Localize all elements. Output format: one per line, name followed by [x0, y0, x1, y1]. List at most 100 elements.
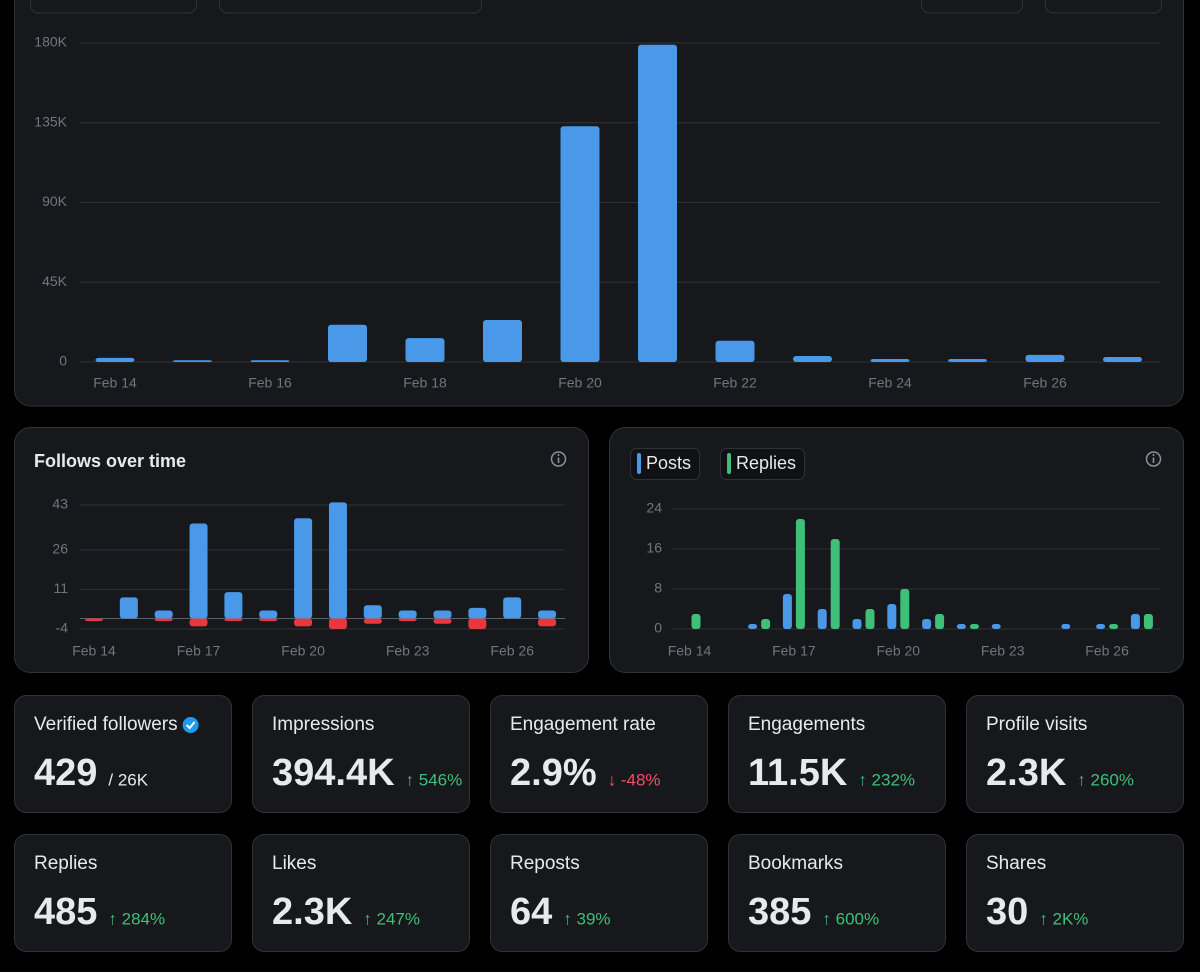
- card-title: Replies: [34, 853, 97, 874]
- bar: [887, 604, 897, 629]
- bar: [782, 594, 792, 629]
- bar: [173, 360, 212, 362]
- card-bg: [728, 834, 946, 952]
- bar: [294, 518, 313, 619]
- card-value: 30: [986, 891, 1028, 933]
- bar: [259, 610, 278, 619]
- bar: [830, 539, 840, 629]
- card-change: ↑ 247%: [363, 909, 420, 928]
- card-title: Verified followers: [34, 714, 178, 735]
- y-tick-label: 43: [52, 496, 68, 512]
- info-icon[interactable]: [550, 451, 567, 467]
- x-tick-label: Feb 14: [668, 643, 712, 659]
- bar: [154, 610, 173, 619]
- bar: [483, 319, 522, 362]
- x-tick-label: Feb 17: [772, 643, 816, 659]
- bar: [250, 360, 290, 362]
- y-tick-label: 90K: [42, 193, 68, 209]
- y-tick-label: 135K: [34, 113, 67, 129]
- header-button[interactable]: [30, 0, 197, 14]
- bar: [956, 624, 966, 629]
- bar: [398, 610, 417, 619]
- card-title: Engagement rate: [510, 714, 656, 735]
- bar: [433, 610, 452, 619]
- x-tick-label: Feb 24: [868, 375, 912, 391]
- x-tick-label: Feb 17: [177, 643, 221, 659]
- x-tick-label: Feb 26: [1023, 375, 1067, 391]
- header-button[interactable]: [219, 0, 482, 14]
- bar: [1103, 357, 1142, 362]
- card-change: ↑ 2K%: [1039, 909, 1088, 928]
- card-change: ↑ 546%: [406, 770, 463, 789]
- bar: [761, 619, 771, 629]
- card-title: Profile visits: [986, 714, 1087, 735]
- bar: [328, 324, 367, 362]
- card-change: ↑ 232%: [858, 770, 915, 789]
- card-title: Impressions: [272, 714, 374, 735]
- x-tick-label: Feb 16: [248, 375, 292, 391]
- bar: [948, 358, 987, 362]
- stat-card: Verified followers 429 / 26K: [14, 695, 232, 813]
- card-bg: [14, 695, 232, 813]
- x-tick-label: Feb 20: [877, 643, 921, 659]
- panel-title: Follows over time: [34, 451, 186, 471]
- bar: [865, 609, 875, 629]
- card-bg: [252, 695, 470, 813]
- x-tick-label: Feb 20: [281, 643, 325, 659]
- bar: [969, 624, 979, 629]
- bar: [1061, 624, 1071, 629]
- stat-card: Shares 30 ↑ 2K%: [966, 834, 1184, 952]
- card-value: 394.4K: [272, 752, 395, 794]
- card-change: ↑ 39%: [563, 909, 610, 928]
- x-tick-label: Feb 22: [713, 375, 757, 391]
- bar: [85, 618, 103, 622]
- bar: [715, 340, 755, 362]
- card-change: ↑ 600%: [822, 909, 879, 928]
- bar: [991, 624, 1001, 629]
- legend-swatch: [727, 453, 732, 474]
- bar: [259, 618, 278, 622]
- bar: [1109, 624, 1119, 629]
- x-tick-label: Feb 26: [1085, 643, 1129, 659]
- header-button[interactable]: [921, 0, 1023, 14]
- bar: [1096, 624, 1106, 629]
- x-tick-label: Feb 23: [981, 643, 1025, 659]
- y-tick-label: 0: [59, 353, 67, 369]
- legend-item[interactable]: Posts: [630, 448, 701, 480]
- info-icon[interactable]: [1145, 451, 1162, 467]
- card-value: 429: [34, 752, 97, 794]
- y-tick-label: 26: [52, 541, 68, 557]
- card-change: ↑ 284%: [108, 909, 165, 928]
- bar: [560, 126, 600, 363]
- card-change: ↓ -48%: [608, 770, 661, 789]
- bar: [363, 605, 382, 619]
- header-button[interactable]: [1045, 0, 1162, 14]
- legend-swatch: [637, 453, 641, 474]
- verified-check: [185, 721, 196, 730]
- bar: [870, 358, 910, 362]
- y-tick-label: 11: [53, 580, 68, 596]
- card-title: Likes: [272, 853, 316, 874]
- legend-label: Replies: [736, 453, 796, 473]
- bar: [1130, 614, 1140, 629]
- y-tick-label: 45K: [42, 273, 68, 289]
- stat-card: Impressions 394.4K ↑ 546%: [252, 695, 470, 813]
- legend-chip: [720, 448, 806, 480]
- bar: [398, 618, 417, 622]
- card-value: 385: [748, 891, 811, 933]
- y-tick-label: 180K: [34, 34, 67, 50]
- bar: [538, 618, 557, 627]
- card-bg: [966, 695, 1184, 813]
- card-value: 64: [510, 891, 552, 933]
- x-tick-label: Feb 14: [93, 375, 137, 391]
- legend-item[interactable]: Replies: [720, 448, 806, 480]
- bar: [935, 614, 945, 629]
- bar: [405, 338, 445, 362]
- bar: [900, 589, 910, 629]
- card-bg: [14, 834, 232, 952]
- x-tick-label: Feb 18: [403, 375, 447, 391]
- stat-card: Bookmarks 385 ↑ 600%: [728, 834, 946, 952]
- bar: [294, 618, 313, 627]
- bar: [922, 619, 932, 629]
- bar: [795, 519, 805, 629]
